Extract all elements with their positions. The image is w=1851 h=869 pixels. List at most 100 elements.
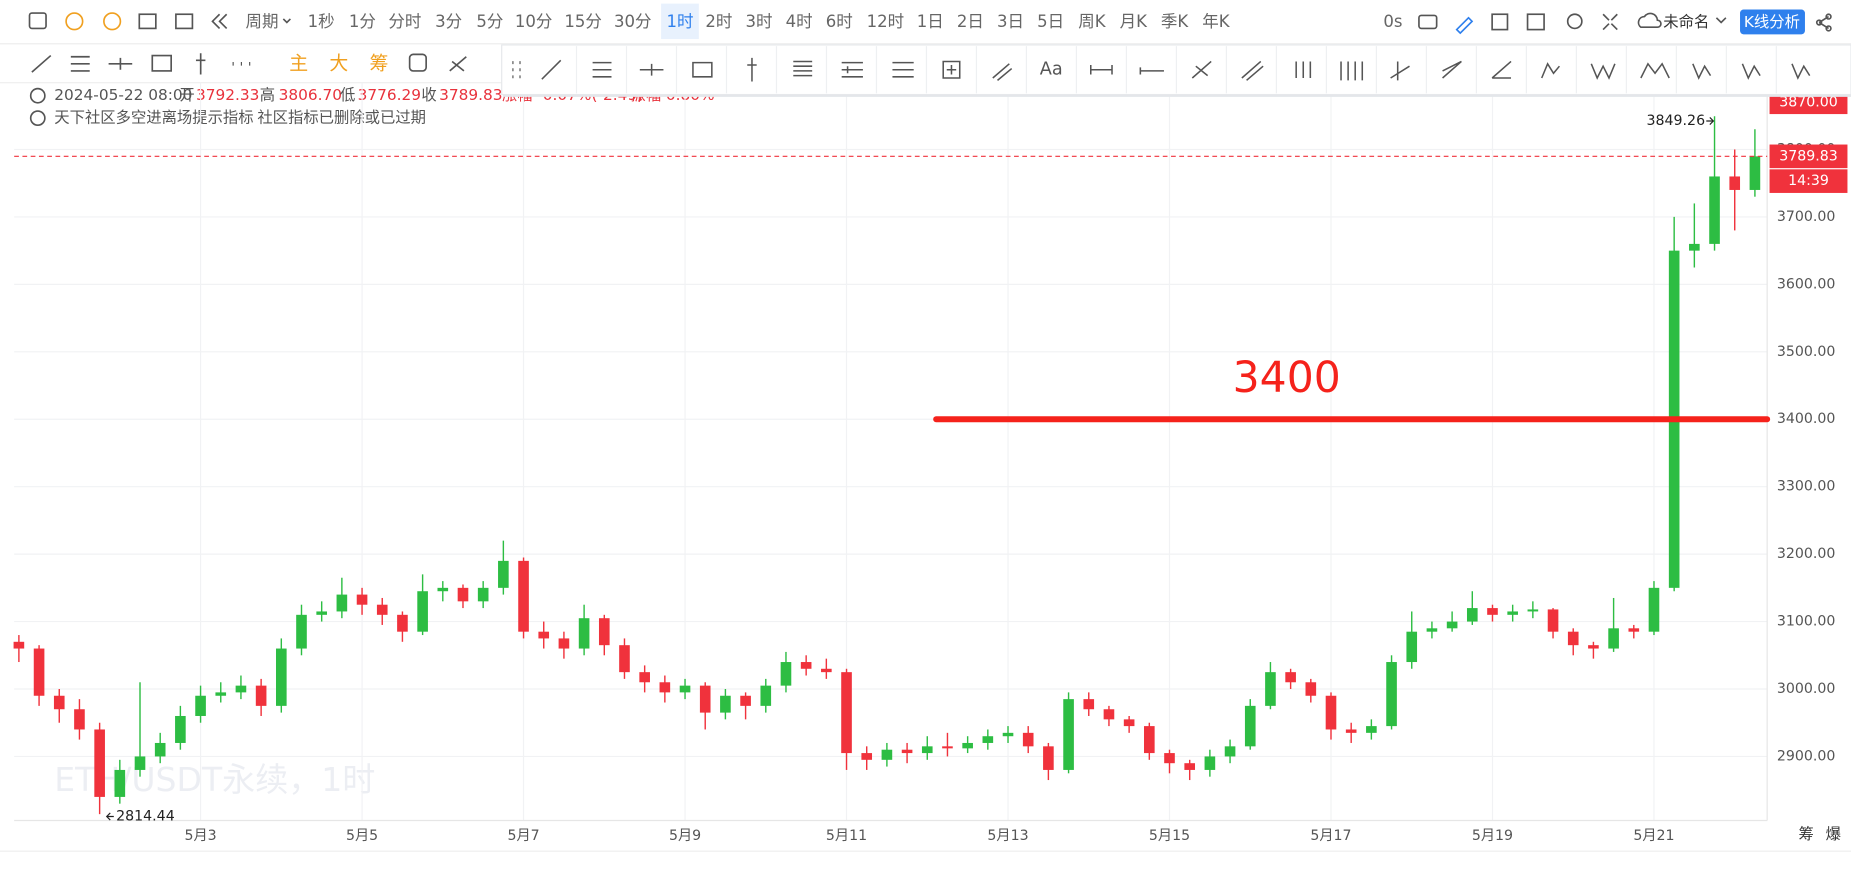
timer: 0s xyxy=(1383,12,1402,31)
indicator-button[interactable]: 大 xyxy=(329,52,348,74)
drawing-tool[interactable] xyxy=(1090,65,1113,75)
period-button[interactable]: 1日 xyxy=(917,12,944,31)
check-icon[interactable] xyxy=(65,12,84,31)
period-button[interactable]: 2时 xyxy=(705,12,732,31)
collapse-icon[interactable] xyxy=(29,110,46,127)
drawing-tool[interactable] xyxy=(1442,60,1462,79)
drawing-tool[interactable] xyxy=(692,61,713,78)
drawing-tool[interactable] xyxy=(1191,60,1212,79)
period-button[interactable]: 1秒 xyxy=(308,12,335,31)
period-button[interactable]: 4时 xyxy=(786,12,813,31)
drawing-tool[interactable] xyxy=(992,63,1013,81)
drawing-tool[interactable] xyxy=(1340,61,1364,81)
drawing-tool[interactable] xyxy=(1491,60,1512,79)
period-button[interactable]: 10分 xyxy=(515,12,553,31)
cloud-icon[interactable] xyxy=(1637,12,1662,29)
drawing-tool[interactable] xyxy=(1541,62,1561,79)
period-button[interactable]: 5日 xyxy=(1037,12,1064,31)
side-label[interactable]: 筹 xyxy=(1798,825,1813,843)
camera-icon[interactable] xyxy=(1418,14,1438,30)
analysis-button[interactable] xyxy=(1740,9,1805,35)
side-label[interactable]: 爆 xyxy=(1826,825,1841,843)
vline-tool[interactable] xyxy=(195,53,206,75)
calendar-icon[interactable] xyxy=(138,13,157,30)
hline-tool[interactable] xyxy=(108,57,133,70)
period-button[interactable]: 季K xyxy=(1161,12,1190,31)
candle-body xyxy=(1063,699,1074,770)
candle-body xyxy=(457,587,469,602)
layout-name[interactable]: 未命名 xyxy=(1663,13,1709,31)
drawing-tool[interactable] xyxy=(793,60,813,77)
drawing-tool[interactable] xyxy=(541,59,562,80)
drawing-tool[interactable] xyxy=(1741,63,1761,80)
dropdown-arrow[interactable] xyxy=(1715,17,1727,24)
period-button[interactable]: 年K xyxy=(1202,12,1231,31)
line-tool[interactable] xyxy=(31,54,52,73)
period-button[interactable]: 5分 xyxy=(476,12,503,31)
drawing-tool[interactable] xyxy=(747,57,757,82)
eraser-tool[interactable] xyxy=(449,56,467,72)
x-tick-label: 5月15 xyxy=(1149,828,1190,844)
period-button[interactable]: 12时 xyxy=(867,12,905,31)
period-button[interactable]: 30分 xyxy=(614,12,652,31)
period-button[interactable]: 3时 xyxy=(746,12,773,31)
share-icon[interactable] xyxy=(1818,15,1830,30)
y-tick-label: 3300.00 xyxy=(1777,479,1836,495)
window-icon[interactable] xyxy=(1491,13,1509,31)
drawing-tool[interactable] xyxy=(1390,61,1410,81)
collapse-icon[interactable] xyxy=(29,87,46,104)
period-button[interactable]: 3分 xyxy=(435,12,462,31)
drawing-tool[interactable] xyxy=(1241,60,1264,81)
pen-icon[interactable] xyxy=(1455,16,1474,35)
period-button[interactable]: 3日 xyxy=(997,12,1024,31)
candle-body xyxy=(1103,709,1115,720)
candle-body xyxy=(154,742,166,757)
period-button[interactable]: 1时 xyxy=(666,12,693,31)
drawing-tool[interactable] xyxy=(892,61,914,78)
drawing-tool[interactable] xyxy=(592,61,612,78)
period-menu[interactable]: 周期 xyxy=(246,12,279,31)
analysis-button-label[interactable]: K线分析 xyxy=(1744,13,1800,31)
drawing-tool[interactable] xyxy=(1692,63,1712,80)
candle-body xyxy=(134,756,146,770)
drawing-tool[interactable] xyxy=(1295,61,1312,78)
drawing-tool[interactable] xyxy=(841,61,863,78)
y-tick-label: 3100.00 xyxy=(1777,614,1836,630)
settings-icon[interactable] xyxy=(1566,13,1583,30)
period-button[interactable]: 2日 xyxy=(957,12,984,31)
replay-icon[interactable] xyxy=(211,13,228,29)
rect-tool[interactable] xyxy=(151,54,172,72)
drawing-tool[interactable] xyxy=(1640,62,1670,79)
layout-icon[interactable] xyxy=(175,13,194,30)
chart-icon[interactable] xyxy=(28,12,47,30)
candle-body xyxy=(296,614,307,649)
candle-body xyxy=(982,736,994,743)
drawing-tool[interactable] xyxy=(942,60,961,79)
drawing-tool[interactable] xyxy=(639,63,664,76)
label: 高 xyxy=(260,86,275,104)
drawing-tool[interactable] xyxy=(1590,63,1616,80)
drawing-tool[interactable] xyxy=(1791,63,1811,80)
period-button[interactable]: 周K xyxy=(1078,12,1107,31)
channel-tool[interactable] xyxy=(70,55,90,72)
drawing-tool[interactable] xyxy=(1139,67,1164,75)
fullscreen-icon[interactable] xyxy=(1602,13,1618,31)
period-button[interactable]: 15分 xyxy=(564,12,602,31)
plot: ETH/USDT永续，1时 2900.00 3000.00 3100.00 3200.0… xyxy=(13,82,1848,844)
indicator-button[interactable]: 主 xyxy=(289,52,308,74)
candle-body xyxy=(659,682,671,693)
candle-body xyxy=(1406,631,1418,663)
sync-tool[interactable] xyxy=(408,53,427,72)
save-icon[interactable] xyxy=(1526,13,1545,31)
candle-body xyxy=(1689,243,1700,251)
text-tool[interactable]: Aa xyxy=(1040,60,1063,80)
candle-body xyxy=(1487,608,1498,615)
period-button[interactable]: 分时 xyxy=(388,12,421,31)
candle-body xyxy=(74,709,85,730)
period-button[interactable]: 1分 xyxy=(349,12,376,31)
flash-icon[interactable] xyxy=(103,12,122,31)
period-button[interactable]: 月K xyxy=(1120,12,1149,31)
indicator-button[interactable]: 筹 xyxy=(369,52,388,74)
period-button[interactable]: 6时 xyxy=(826,12,853,31)
